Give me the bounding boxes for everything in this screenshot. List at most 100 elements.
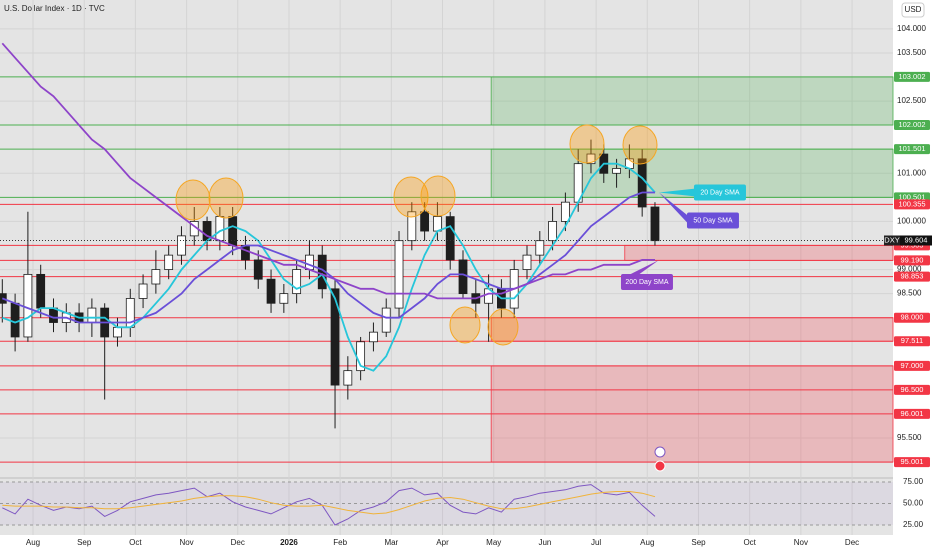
x-tick-label: Dec [231, 538, 245, 547]
level-label: 97.000 [901, 361, 924, 370]
x-tick-label: Apr [436, 538, 449, 547]
level-label: 99.190 [901, 255, 924, 264]
candle-body [228, 216, 238, 246]
y-tick-label: 104.000 [897, 24, 926, 33]
symbol-name: DXY [884, 235, 899, 244]
callout-pointer [658, 192, 689, 225]
candle-body [253, 259, 263, 280]
highlight-circle [449, 306, 481, 344]
level-label-box [894, 336, 930, 347]
candle-body [49, 307, 58, 323]
y-tick-label: 95.500 [897, 433, 922, 442]
x-tick-label: Nov [794, 538, 808, 547]
x-tick-label: Sep [77, 538, 92, 547]
event-icon[interactable] [654, 460, 666, 472]
zone [490, 76, 894, 126]
highlight-circle [393, 176, 429, 218]
level-label-box [894, 271, 930, 282]
callout-box [620, 273, 673, 290]
candle-body [650, 206, 660, 242]
highlight-circle [569, 124, 605, 164]
x-tick-label: 2026 [280, 538, 298, 547]
plot-background [0, 0, 893, 535]
y-tick-label: 100.000 [897, 217, 926, 226]
candle-body [445, 216, 455, 261]
level-label-box [894, 199, 930, 210]
x-tick-label: Oct [129, 538, 142, 547]
candle-body [343, 370, 353, 386]
last-price: 99.604 [905, 235, 928, 244]
time-axis [0, 535, 893, 550]
event-icon[interactable] [654, 446, 666, 458]
callout-label: 200 Day SMA [625, 279, 669, 286]
sma-line [1, 191, 655, 324]
x-tick-label: Oct [743, 538, 756, 547]
candle-body [305, 254, 314, 270]
sma-line [1, 42, 655, 300]
level-label: 95.001 [901, 457, 924, 466]
rsi-line [2, 491, 656, 515]
candle-body [381, 307, 391, 333]
candle-body [241, 245, 250, 261]
candle-body [23, 273, 33, 338]
level-label: 96.001 [901, 409, 924, 418]
highlight-circle [175, 179, 211, 221]
candle-body [369, 331, 378, 343]
candle-body [560, 201, 570, 222]
candle-body [548, 221, 557, 242]
candle-body [586, 153, 596, 165]
currency-box [901, 2, 925, 18]
candle-body [279, 293, 289, 304]
level-label: 101.501 [898, 144, 925, 153]
zone [490, 317, 894, 342]
candle-body [637, 158, 647, 208]
x-tick-label: Feb [333, 538, 347, 547]
level-label: 103.002 [898, 72, 925, 81]
level-label: 98.853 [901, 272, 924, 281]
candle-body [113, 326, 122, 338]
x-tick-label: Jul [591, 538, 601, 547]
candle-body [522, 254, 532, 270]
level-label: 102.002 [898, 120, 925, 129]
y-tick-label: 101.000 [897, 168, 926, 177]
candle-body [292, 269, 302, 295]
level-label-box [894, 457, 930, 468]
level-label: 100.355 [898, 199, 925, 208]
candle-body [535, 240, 545, 256]
callout-label: 50 Day SMA [693, 217, 733, 224]
x-tick-label: Dec [845, 538, 859, 547]
x-tick-label: May [486, 538, 501, 547]
callout-label: 20 Day SMA [700, 189, 740, 196]
candle-body [151, 269, 161, 285]
level-label-box [894, 408, 930, 419]
zone [624, 244, 894, 261]
candle-body [458, 259, 468, 295]
chart-title: U.S. Dollar Index · 1D · TVC [4, 4, 105, 13]
candle-body [266, 278, 276, 304]
highlight-circle [420, 175, 456, 217]
y-tick-label: 102.500 [897, 96, 926, 105]
x-tick-label: Jun [538, 538, 551, 547]
rsi-tick-label: 50.00 [903, 499, 924, 508]
highlight-circle [208, 177, 244, 219]
candle-body [420, 211, 430, 232]
rsi-tick-label: 25.00 [903, 520, 924, 529]
level-label-box [894, 255, 930, 266]
callout-box [686, 212, 739, 229]
x-tick-label: Aug [640, 538, 654, 547]
x-tick-label: Mar [384, 538, 398, 547]
candle-body [330, 288, 340, 386]
candle-body [138, 283, 148, 299]
currency: USD [905, 5, 922, 14]
symbol-tag [884, 235, 900, 246]
level-label: 98.000 [901, 313, 924, 322]
y-tick-label: 98.500 [897, 289, 922, 298]
level-label: 97.511 [901, 336, 923, 345]
rsi-tick-label: 75.00 [903, 477, 924, 486]
candle-body [215, 216, 225, 242]
x-tick-label: Aug [26, 538, 40, 547]
x-tick-label: Nov [179, 538, 193, 547]
candle-body [164, 254, 174, 270]
last-price-box [900, 235, 932, 246]
